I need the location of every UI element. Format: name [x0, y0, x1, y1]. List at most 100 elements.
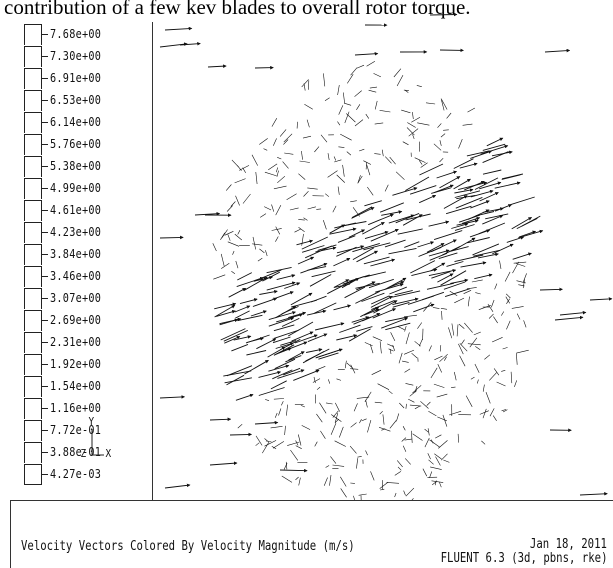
velocity-vector — [439, 157, 444, 163]
velocity-vector — [454, 371, 457, 381]
velocity-vector — [239, 298, 258, 305]
velocity-vector — [450, 278, 469, 284]
legend-swatch — [24, 24, 42, 45]
velocity-vector — [356, 104, 361, 110]
velocity-vector — [237, 423, 243, 429]
legend-swatch — [24, 222, 42, 243]
axis-triad-lines — [91, 429, 104, 456]
velocity-vector — [353, 495, 356, 500]
velocity-vector — [350, 67, 358, 76]
velocity-vector — [559, 310, 587, 316]
velocity-vector — [411, 498, 414, 500]
velocity-vector — [355, 282, 380, 289]
velocity-vector — [298, 226, 305, 232]
velocity-vector — [402, 360, 409, 363]
velocity-vector — [377, 383, 390, 390]
velocity-vector — [303, 217, 308, 221]
velocity-vector — [394, 471, 402, 476]
velocity-vector — [273, 324, 295, 332]
legend-value: 1.16e+00 — [50, 401, 102, 415]
velocity-vector — [443, 129, 449, 131]
velocity-vector — [501, 409, 507, 412]
velocity-vector — [270, 426, 283, 429]
velocity-vector — [254, 420, 279, 425]
velocity-vector — [381, 210, 403, 216]
velocity-vector — [428, 249, 450, 257]
velocity-vector — [366, 61, 376, 67]
velocity-vector — [244, 359, 269, 375]
velocity-vector — [371, 295, 390, 305]
velocity-vector — [405, 403, 407, 409]
velocity-vector — [334, 222, 357, 229]
velocity-vector — [482, 408, 487, 419]
legend-tick — [42, 298, 48, 299]
velocity-vector — [419, 163, 444, 176]
velocity-vector — [235, 393, 254, 401]
velocity-vector — [413, 303, 435, 313]
velocity-vector — [491, 150, 513, 157]
velocity-vector — [356, 458, 359, 469]
velocity-vector — [443, 459, 450, 463]
velocity-vector — [268, 317, 295, 327]
velocity-vector — [411, 117, 421, 123]
velocity-vector — [369, 86, 378, 89]
velocity-vector — [374, 153, 381, 155]
velocity-vector — [439, 345, 442, 352]
velocity-vector — [340, 476, 347, 487]
velocity-vector — [327, 170, 338, 178]
velocity-vector — [242, 167, 246, 174]
velocity-vector — [303, 83, 306, 91]
legend-tick — [42, 320, 48, 321]
velocity-vector — [339, 324, 361, 333]
velocity-vector — [283, 462, 288, 470]
velocity-vector — [523, 320, 527, 328]
velocity-vector — [402, 141, 409, 146]
velocity-vector — [436, 393, 448, 398]
velocity-vector — [362, 222, 385, 235]
velocity-vector — [404, 458, 411, 465]
legend-value: 7.30e+00 — [50, 49, 102, 63]
velocity-vector — [235, 310, 250, 319]
velocity-vector — [432, 307, 440, 309]
velocity-vector — [439, 482, 442, 488]
velocity-vector — [411, 352, 418, 359]
velocity-vector — [428, 411, 437, 417]
velocity-vector — [384, 239, 406, 248]
velocity-vector — [230, 201, 236, 207]
velocity-vector — [370, 471, 375, 481]
velocity-vector — [236, 276, 264, 288]
velocity-vector — [337, 121, 341, 126]
velocity-vector — [485, 391, 491, 404]
velocity-vector — [389, 286, 407, 295]
legend-swatch — [24, 354, 42, 375]
velocity-vector — [264, 206, 272, 211]
velocity-vector — [364, 230, 389, 240]
velocity-vector — [367, 420, 372, 433]
velocity-vector — [433, 143, 442, 151]
velocity-vector — [323, 477, 328, 486]
velocity-vector — [451, 386, 456, 388]
velocity-vector — [336, 174, 346, 183]
velocity-vector — [290, 299, 317, 308]
velocity-vector — [276, 170, 279, 177]
velocity-vector — [285, 461, 288, 470]
velocity-vector — [209, 461, 238, 466]
legend-tick — [42, 254, 48, 255]
velocity-vector — [246, 350, 267, 356]
velocity-vector — [364, 200, 382, 207]
velocity-vector — [405, 332, 410, 345]
legend-entry: 5.38e+00 — [24, 156, 144, 178]
legend-tick — [42, 408, 48, 409]
velocity-vector — [314, 146, 320, 153]
velocity-vector — [409, 390, 417, 397]
velocity-vector — [494, 204, 512, 212]
velocity-vector — [342, 164, 345, 177]
legend-value: 3.88e-01 — [50, 445, 102, 459]
legend-swatch — [24, 112, 42, 133]
velocity-vector — [379, 341, 382, 354]
velocity-vector — [231, 270, 236, 275]
velocity-vector — [448, 327, 453, 339]
velocity-vector — [313, 376, 316, 384]
velocity-vector — [479, 410, 489, 415]
velocity-vector — [399, 402, 405, 409]
